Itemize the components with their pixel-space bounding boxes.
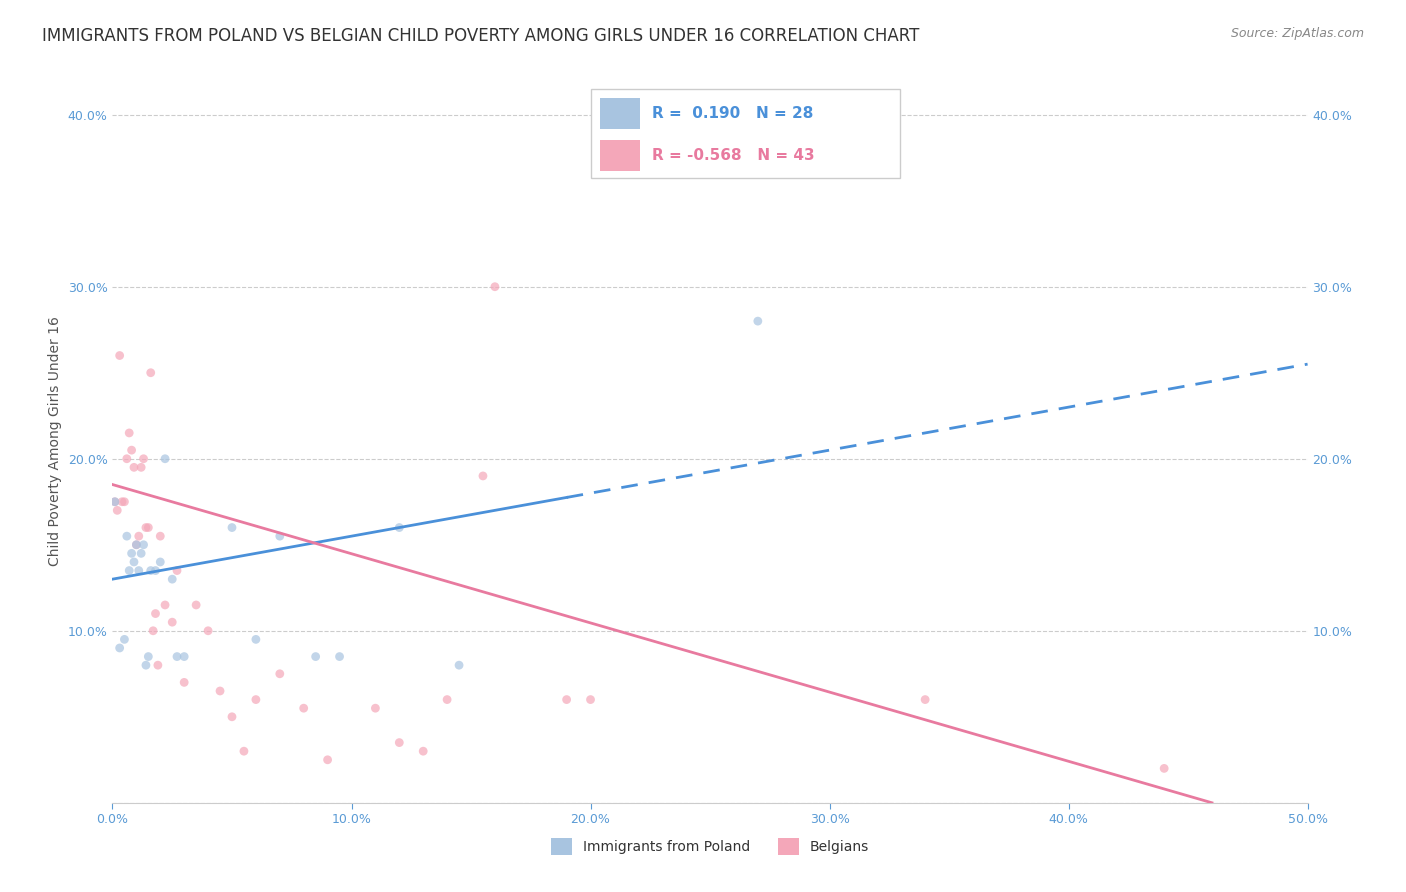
Point	[579, 692, 602, 706]
Text: Source: ZipAtlas.com: Source: ZipAtlas.com	[1230, 27, 1364, 40]
Point	[153, 598, 176, 612]
Point	[245, 692, 267, 706]
Point	[233, 744, 256, 758]
Point	[197, 624, 219, 638]
Point	[108, 349, 131, 363]
Point	[914, 692, 936, 706]
Point	[388, 735, 411, 749]
Point	[111, 494, 134, 508]
Point	[149, 529, 172, 543]
Point	[146, 658, 169, 673]
Text: R =  0.190   N = 28: R = 0.190 N = 28	[652, 106, 814, 120]
Point	[221, 710, 243, 724]
Point	[129, 546, 152, 560]
Point	[436, 692, 458, 706]
Point	[153, 451, 176, 466]
Point	[412, 744, 434, 758]
Point	[269, 666, 291, 681]
Point	[221, 520, 243, 534]
Point	[128, 564, 150, 578]
Point	[166, 649, 188, 664]
Point	[121, 546, 143, 560]
Point	[747, 314, 769, 328]
Point	[118, 425, 141, 440]
Point	[173, 649, 195, 664]
Point	[125, 538, 148, 552]
Point	[364, 701, 387, 715]
Point	[269, 529, 291, 543]
Point	[316, 753, 339, 767]
Point	[115, 451, 138, 466]
Point	[173, 675, 195, 690]
Legend: Immigrants from Poland, Belgians: Immigrants from Poland, Belgians	[546, 833, 875, 861]
Point	[114, 494, 135, 508]
Bar	[600, 140, 640, 171]
Point	[129, 460, 152, 475]
Point	[186, 598, 208, 612]
Point	[472, 469, 495, 483]
Point	[121, 443, 143, 458]
Point	[484, 279, 506, 293]
Point	[162, 615, 183, 630]
Point	[132, 538, 155, 552]
Point	[122, 555, 145, 569]
Bar	[600, 98, 640, 129]
Point	[132, 451, 155, 466]
Point	[162, 572, 183, 586]
Point	[305, 649, 328, 664]
Point	[128, 529, 150, 543]
Point	[139, 366, 162, 380]
Point	[125, 538, 148, 552]
Point	[115, 529, 138, 543]
Point	[114, 632, 135, 647]
Point	[555, 692, 578, 706]
Point	[142, 624, 165, 638]
Point	[138, 649, 160, 664]
Y-axis label: Child Poverty Among Girls Under 16: Child Poverty Among Girls Under 16	[48, 317, 62, 566]
Point	[105, 503, 128, 517]
Point	[104, 494, 127, 508]
Point	[245, 632, 267, 647]
Point	[447, 658, 470, 673]
FancyBboxPatch shape	[591, 89, 900, 178]
Point	[118, 564, 141, 578]
Point	[122, 460, 145, 475]
Point	[104, 494, 127, 508]
Point	[145, 607, 167, 621]
Point	[135, 658, 157, 673]
Text: R = -0.568   N = 43: R = -0.568 N = 43	[652, 148, 815, 162]
Point	[292, 701, 315, 715]
Point	[388, 520, 411, 534]
Point	[108, 640, 131, 655]
Point	[209, 684, 232, 698]
Point	[329, 649, 352, 664]
Point	[135, 520, 157, 534]
Point	[138, 520, 160, 534]
Point	[145, 564, 167, 578]
Point	[149, 555, 172, 569]
Text: IMMIGRANTS FROM POLAND VS BELGIAN CHILD POVERTY AMONG GIRLS UNDER 16 CORRELATION: IMMIGRANTS FROM POLAND VS BELGIAN CHILD …	[42, 27, 920, 45]
Point	[139, 564, 162, 578]
Point	[166, 564, 188, 578]
Point	[1153, 761, 1175, 775]
